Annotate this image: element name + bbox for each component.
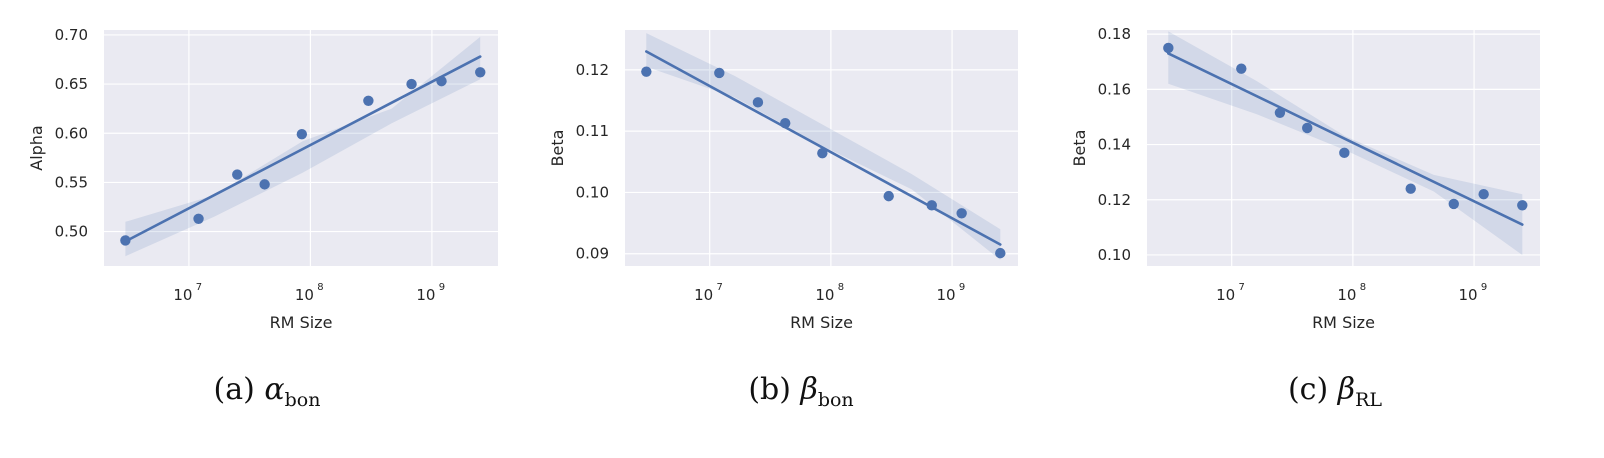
x-tick-label-c-0: 10 [1216,286,1235,304]
data-point-b-4 [817,148,828,159]
y-tick-label-a-0: 0.50 [55,223,88,241]
x-tick-exponent-c-2: 9 [1481,282,1487,293]
data-point-a-3 [259,179,270,190]
data-point-a-7 [436,75,447,87]
x-tick-exponent-a-2: 9 [439,282,445,293]
data-point-a-0 [120,235,131,246]
chart-panel-b: 0.09 0.10 0.11 0.12 10 7 10 8 10 9 RM Size Beta (b)… [534,0,1068,458]
confidence-band-c [1168,31,1523,256]
y-tick-label-b-0: 0.09 [576,245,609,263]
caption-c: (c) βRL [1068,372,1602,411]
data-point-c-7 [1478,189,1489,200]
data-point-b-6 [926,200,937,211]
y-tick-label-c-1: 0.12 [1098,191,1131,209]
data-point-b-5 [883,190,894,202]
x-axis-label-b: RM Size [790,313,853,332]
y-axis-label-a: Alpha [27,125,46,171]
caption-a-subscript: bon [284,389,321,411]
x-tick-label-a-0: 10 [173,286,192,304]
x-tick-exponent-a-1: 8 [317,282,323,293]
x-tick-exponent-a-0: 7 [196,282,202,293]
data-point-a-1 [193,213,204,224]
x-tick-label-b-2: 10 [937,286,956,304]
data-point-c-8 [1517,200,1528,211]
y-axis-label-c: Beta [1070,130,1089,167]
y-tick-label-a-1: 0.55 [55,173,88,191]
caption-c-prefix: (c) [1287,372,1329,407]
data-point-c-2 [1274,107,1286,119]
y-tick-label-b-3: 0.12 [576,61,609,79]
chart-panel-a: 0.50 0.55 0.60 0.65 0.70 10 7 10 8 10 9 RM Size Alph… [0,0,534,458]
x-tick-label-c-1: 10 [1337,286,1356,304]
caption-b: (b) βbon [534,372,1068,411]
data-point-c-1 [1236,63,1247,74]
x-tick-exponent-b-1: 8 [838,282,844,293]
y-tick-label-c-3: 0.16 [1098,80,1131,98]
y-tick-label-c-2: 0.14 [1098,136,1131,154]
data-point-c-5 [1405,183,1416,194]
x-tick-exponent-b-2: 9 [959,282,965,293]
data-point-b-2 [752,97,764,108]
x-tick-label-b-1: 10 [815,286,834,304]
y-tick-label-a-4: 0.70 [55,26,88,44]
data-point-b-7 [956,208,967,219]
data-point-b-3 [780,117,791,129]
y-axis-label-b: Beta [548,130,567,167]
data-point-c-0 [1163,42,1174,54]
x-axis-label-c: RM Size [1312,313,1375,332]
x-tick-exponent-c-0: 7 [1239,282,1245,293]
y-tick-label-c-0: 0.10 [1098,246,1131,264]
caption-b-prefix: (b) [748,372,791,407]
y-tick-label-c-4: 0.18 [1098,25,1131,43]
data-point-c-3 [1302,122,1313,134]
y-tick-label-b-2: 0.11 [576,122,609,140]
data-point-a-2 [232,169,243,180]
x-tick-exponent-b-0: 7 [717,282,723,293]
y-tick-label-a-2: 0.60 [55,124,88,142]
data-point-b-8 [995,247,1006,259]
data-point-a-5 [363,95,374,107]
y-tick-label-a-3: 0.65 [55,75,88,93]
caption-a: (a) αbon [0,372,534,411]
chart-panel-c: 0.10 0.12 0.14 0.16 0.18 10 7 10 8 10 9 RM Size Beta… [1068,0,1602,458]
x-tick-label-b-0: 10 [694,286,713,304]
caption-b-symbol: β [800,372,818,407]
data-point-c-6 [1448,198,1459,210]
caption-a-symbol: α [264,372,285,407]
x-axis-label-a: RM Size [270,313,333,332]
x-tick-exponent-c-1: 8 [1360,282,1366,293]
regression-line-b [645,50,1002,246]
data-point-a-6 [406,78,417,90]
data-point-a-4 [296,129,308,140]
x-tick-label-c-2: 10 [1459,286,1478,304]
data-point-a-8 [475,67,486,78]
caption-a-prefix: (a) [213,372,255,407]
caption-c-subscript: RL [1355,389,1383,411]
y-tick-label-b-1: 0.10 [576,183,609,201]
caption-b-subscript: bon [817,389,854,411]
data-point-b-0 [641,66,652,77]
regression-line-c [1167,52,1524,226]
caption-c-symbol: β [1337,372,1356,407]
x-tick-label-a-1: 10 [295,286,314,304]
confidence-band-a [125,36,481,257]
regression-line-a [124,55,482,243]
data-point-c-4 [1339,147,1350,159]
confidence-band-b [646,33,1001,260]
x-tick-label-a-2: 10 [416,286,435,304]
data-point-b-1 [714,67,725,79]
